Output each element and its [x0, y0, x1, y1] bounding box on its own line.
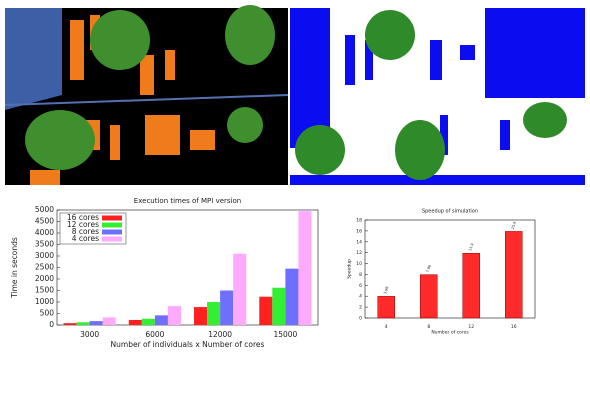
y-tick-label: 500 — [40, 309, 55, 318]
y-tick-label: 10 — [356, 261, 362, 267]
bar — [298, 211, 312, 325]
plot-frame — [364, 219, 536, 319]
y-tick-label: 5000 — [35, 205, 54, 214]
x-tick-label: 3000 — [80, 330, 99, 339]
y-tick-label: 12 — [356, 250, 362, 256]
legend-swatch — [102, 229, 122, 235]
y-tick-label: 0 — [359, 316, 362, 322]
x-axis-label: Number of cores — [431, 330, 469, 336]
y-tick-label: 4000 — [35, 228, 54, 237]
bar — [420, 274, 438, 319]
bar — [233, 253, 247, 325]
bar — [141, 318, 155, 325]
bar — [505, 231, 523, 319]
right-simulation-map — [290, 8, 585, 185]
bar — [89, 321, 103, 325]
bar — [128, 319, 142, 325]
legend-label: 4 cores — [72, 234, 99, 243]
speedup-chart: Speedup of simulation Number of cores Spee… — [347, 209, 536, 336]
legend-swatch — [102, 236, 122, 242]
x-axis-label: Number of individuals x Number of cores — [111, 340, 265, 349]
x-tick-label: 16 — [511, 324, 517, 330]
left-simulation-map — [4, 5, 289, 185]
x-tick-label: 12000 — [208, 330, 232, 339]
legend-label: 12 cores — [67, 220, 99, 229]
value-label: 11.9 — [468, 243, 474, 252]
y-tick-label: 18 — [356, 218, 362, 224]
y-tick-label: 3000 — [35, 251, 54, 260]
execution-chart: Execution times of MPI version Number of … — [10, 197, 319, 349]
legend-label: 16 cores — [67, 213, 99, 222]
value-label: 7.96 — [426, 264, 432, 273]
x-tick-label: 8 — [427, 324, 430, 330]
y-tick-label: 2500 — [35, 263, 54, 272]
y-tick-label: 4 — [359, 294, 362, 300]
legend-label: 8 cores — [72, 227, 99, 236]
y-axis-label: Speedup — [347, 259, 353, 279]
chart-title: Speedup of simulation — [422, 209, 478, 215]
value-label: 3.98 — [383, 286, 389, 295]
value-label: 15.9 — [511, 221, 517, 230]
bar — [462, 252, 480, 319]
bar — [220, 290, 234, 325]
y-tick-label: 1500 — [35, 286, 54, 295]
bar — [102, 317, 116, 325]
y-tick-label: 6 — [359, 283, 362, 289]
x-tick-label: 6000 — [145, 330, 164, 339]
bar — [194, 307, 208, 325]
y-tick-label: 2000 — [35, 274, 54, 283]
y-axis-label: Time in seconds — [10, 237, 19, 299]
bar — [272, 287, 286, 325]
bar — [285, 268, 299, 325]
legend-swatch — [102, 215, 122, 221]
legend-swatch — [102, 222, 122, 228]
bar — [154, 315, 168, 325]
bar — [207, 302, 221, 325]
x-tick-label: 15000 — [273, 330, 297, 339]
y-tick-label: 3500 — [35, 240, 54, 249]
y-tick-label: 2 — [359, 305, 362, 311]
x-tick-label: 4 — [385, 324, 388, 330]
y-tick-label: 8 — [359, 272, 362, 278]
bar — [63, 323, 77, 325]
bar — [377, 296, 395, 319]
bar — [259, 296, 273, 325]
chart-title: Execution times of MPI version — [134, 197, 241, 205]
y-tick-label: 0 — [49, 320, 54, 329]
bar — [167, 306, 181, 325]
y-tick-label: 1000 — [35, 297, 54, 306]
y-tick-label: 4500 — [35, 217, 54, 226]
y-tick-label: 14 — [356, 239, 362, 245]
bar — [76, 322, 90, 325]
x-tick-label: 12 — [468, 324, 474, 330]
y-tick-label: 16 — [356, 228, 362, 234]
